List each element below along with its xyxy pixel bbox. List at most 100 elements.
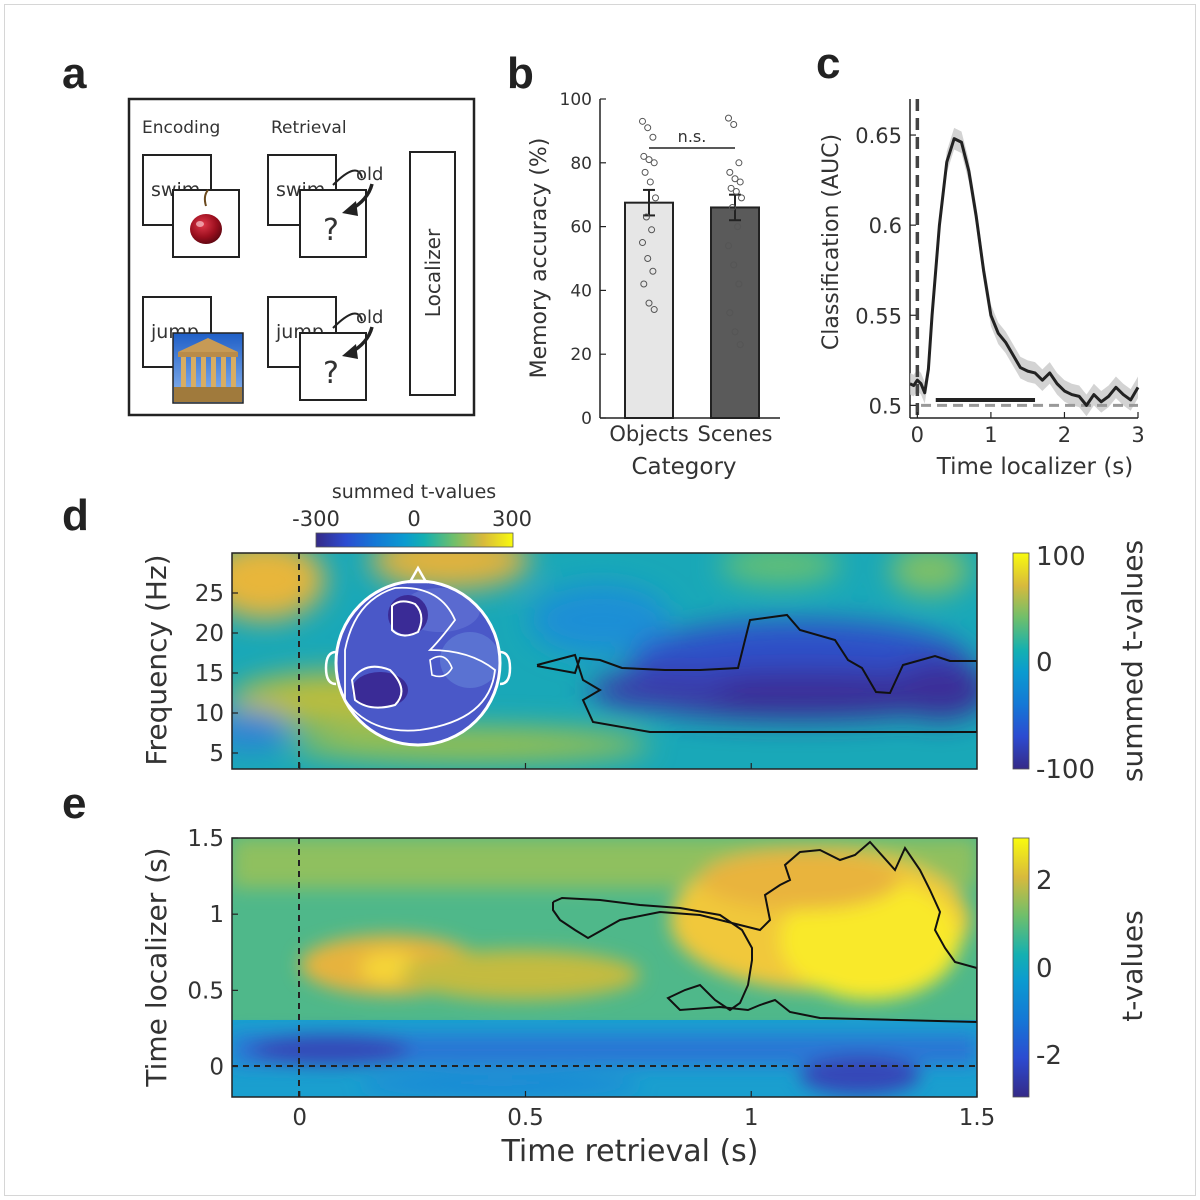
panel-d-colorbar-label: summed t-values bbox=[1116, 540, 1149, 782]
panel-b-subject-point bbox=[644, 255, 652, 262]
panel-label-d: d bbox=[62, 491, 89, 540]
panel-d-axes: 5 10 15 20 25 Frequency (Hz) bbox=[140, 554, 752, 769]
question-mark-1: ? bbox=[323, 213, 339, 248]
panel-a-schematic: Encoding Retrieval swim jump swim bbox=[127, 97, 476, 417]
panel-b-ytick-label: 80 bbox=[570, 154, 592, 174]
panel-b-subject-point bbox=[652, 194, 659, 202]
nose-icon bbox=[407, 565, 429, 584]
panel-b-subject-point bbox=[736, 178, 744, 186]
retrieval-label: Retrieval bbox=[271, 118, 347, 138]
panel-d-ytick-label: 25 bbox=[195, 581, 224, 607]
panel-c-xtick-label: 1 bbox=[984, 423, 997, 447]
question-card-2 bbox=[299, 332, 367, 401]
inset-colorbar-tick-max: 300 bbox=[492, 507, 532, 531]
panel-b-subject-point bbox=[735, 280, 743, 288]
arrowhead-icon-1 bbox=[342, 201, 358, 216]
panel-e-xtick-label: 0.5 bbox=[507, 1105, 544, 1131]
panel-e-ytick-label: 0.5 bbox=[187, 978, 224, 1004]
panel-b-subject-point bbox=[641, 168, 649, 176]
panel-b-subject-point bbox=[645, 156, 653, 164]
panel-e-ytick-label: 1.5 bbox=[187, 826, 224, 852]
panel-e-colorbar-gradient bbox=[1012, 837, 1030, 1098]
panel-e-ytick-label: 1 bbox=[209, 902, 224, 928]
panel-b-ytick-label: 60 bbox=[570, 218, 592, 238]
panel-b-subject-point bbox=[644, 124, 652, 132]
panel-e-colorbar-tick-mid: 0 bbox=[1036, 954, 1053, 984]
panel-d-ytick-label: 20 bbox=[195, 621, 224, 647]
panel-b-subject-point bbox=[650, 306, 658, 314]
panel-b-subject-point bbox=[728, 203, 736, 211]
cherry-icon bbox=[190, 189, 222, 244]
panel-b-subject-point bbox=[736, 341, 744, 349]
panel-d-colorbar-tick-mid: 0 bbox=[1036, 648, 1053, 678]
panel-c-ytick-label: 0.65 bbox=[855, 124, 902, 148]
panel-d-heatmap-image bbox=[232, 553, 977, 769]
panel-c-xlabel: Time localizer (s) bbox=[936, 454, 1134, 480]
panel-b-subject-point bbox=[727, 184, 735, 192]
localizer-label: Localizer bbox=[421, 228, 445, 317]
panel-b-subject-point bbox=[734, 223, 742, 231]
question-card-1 bbox=[299, 189, 367, 258]
ear-right-icon bbox=[499, 650, 512, 686]
panel-d-heatmap: 5 10 15 20 25 Frequency (Hz) summed t-values … bbox=[140, 481, 1149, 785]
panel-c-xtick-label: 0 bbox=[911, 423, 924, 447]
panel-b-subject-point bbox=[642, 213, 650, 221]
panel-d-colorbar-tick-min: -100 bbox=[1036, 755, 1095, 785]
panel-e-cluster-contour bbox=[552, 840, 977, 1024]
panel-b-bar-chart: 0 20 40 60 80 100 Objects Scenes n.s. Category Mem… bbox=[527, 90, 780, 480]
panel-b-subject-point bbox=[726, 168, 734, 176]
panel-d-colorbar: 100 0 -100 summed t-values bbox=[1012, 540, 1149, 785]
panel-e-colorbar-tick-low: -2 bbox=[1036, 1041, 1062, 1071]
panel-c-xtick-label: 3 bbox=[1131, 423, 1144, 447]
panel-d-ytick-label: 10 bbox=[195, 701, 224, 727]
ear-left-icon bbox=[324, 650, 337, 686]
inset-colorbar: summed t-values -300 0 300 bbox=[292, 481, 532, 548]
panel-label-e: e bbox=[62, 779, 86, 828]
panel-label-a: a bbox=[62, 49, 87, 98]
panel-c-auc-line bbox=[909, 137, 1140, 407]
old-arc-1 bbox=[332, 169, 363, 186]
panel-d-cluster-contour bbox=[536, 613, 977, 733]
panel-c-ytick-label: 0.55 bbox=[855, 304, 902, 328]
panel-d-colorbar-gradient bbox=[1012, 552, 1030, 770]
panel-e-xlabel: Time retrieval (s) bbox=[500, 1134, 758, 1169]
panel-b-subject-point bbox=[726, 309, 734, 317]
panel-b-subject-point bbox=[639, 239, 646, 247]
panel-e-axes-box bbox=[231, 837, 978, 1098]
panel-b-subject-point bbox=[639, 117, 646, 125]
panel-e-heatmap-image bbox=[232, 838, 977, 1097]
panel-b-subject-point bbox=[731, 328, 739, 336]
panel-b-category-label: Objects bbox=[609, 422, 688, 446]
panel-c-xtick-label: 2 bbox=[1058, 423, 1071, 447]
panel-c-ytick-label: 0.6 bbox=[869, 214, 902, 238]
panel-b-subject-point bbox=[735, 159, 743, 167]
inset-colorbar-tick-mid: 0 bbox=[407, 507, 420, 531]
panel-b-ylabel: Memory accuracy (%) bbox=[527, 138, 552, 379]
panel-d-axes-box bbox=[231, 552, 978, 770]
panel-label-c: c bbox=[816, 39, 840, 88]
panel-e-xtick-label: 0 bbox=[292, 1105, 307, 1131]
panel-b-subject-point bbox=[725, 114, 732, 122]
panel-d-colorbar-tick-max: 100 bbox=[1036, 542, 1086, 572]
old-label-1: old bbox=[356, 164, 383, 185]
panel-b-ytick-label: 100 bbox=[560, 90, 592, 110]
panel-e-colorbar-label: t-values bbox=[1116, 910, 1149, 1021]
panel-e-colorbar: 2 0 -2 t-values bbox=[1012, 837, 1149, 1098]
panel-b-subject-point bbox=[649, 133, 657, 141]
inset-colorbar-gradient bbox=[315, 532, 514, 548]
panel-b-subject-point bbox=[648, 226, 656, 234]
panel-b-subject-point bbox=[738, 194, 745, 202]
panel-b-ytick-label: 40 bbox=[570, 281, 592, 301]
panel-e-axes: 0 0.5 1 1.5 0 0.5 1 1.5 Time retrieval (s) Time l… bbox=[140, 826, 995, 1169]
topography-inset bbox=[324, 565, 512, 747]
panel-b-category-label: Scenes bbox=[698, 422, 773, 446]
arrowhead-icon-2 bbox=[342, 344, 358, 359]
old-label-2: old bbox=[356, 307, 383, 328]
panel-e-ylabel: Time localizer (s) bbox=[140, 847, 173, 1087]
inset-colorbar-label: summed t-values bbox=[332, 481, 496, 503]
panel-e-heatmap: 0 0.5 1 1.5 0 0.5 1 1.5 Time retrieval (s) Time l… bbox=[140, 826, 1149, 1169]
panel-b-subject-point bbox=[646, 178, 654, 186]
panel-b-subject-point bbox=[645, 299, 653, 307]
panel-e-xtick-label: 1 bbox=[744, 1105, 759, 1131]
